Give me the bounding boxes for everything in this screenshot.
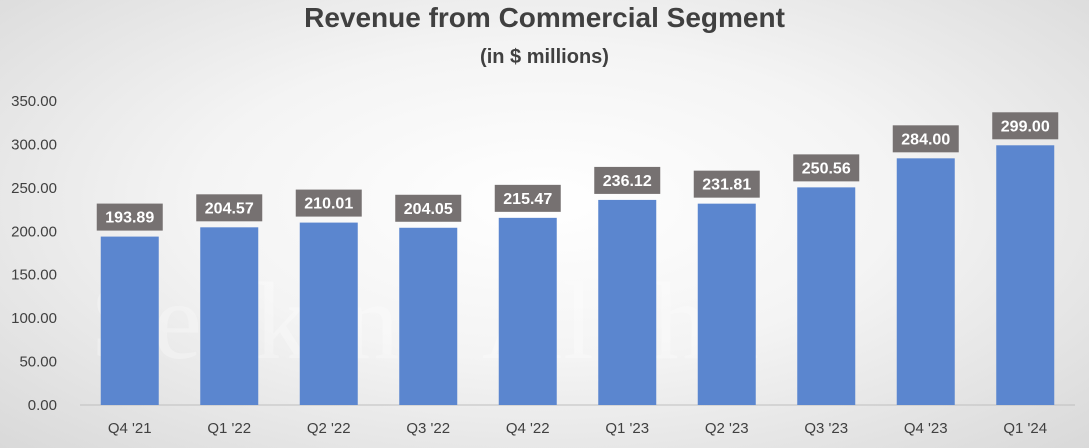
- data-label: 231.81: [702, 177, 751, 194]
- y-tick-label: 50.00: [19, 354, 57, 371]
- x-tick-label: Q3 '23: [804, 420, 848, 437]
- data-label-box: [793, 154, 860, 182]
- x-tick-label: Q1 '24: [1003, 420, 1047, 437]
- x-tick-label: Q4 '22: [506, 420, 550, 437]
- data-label-box: [992, 112, 1059, 140]
- data-label-box: [594, 166, 661, 194]
- y-tick-label: 100.00: [11, 310, 57, 327]
- data-label-box: [295, 189, 362, 217]
- data-label: 250.56: [802, 160, 851, 177]
- x-tick-label: Q4 '23: [904, 420, 948, 437]
- data-label: 299.00: [1001, 118, 1050, 135]
- bar: [598, 199, 657, 405]
- data-label: 193.89: [105, 210, 154, 227]
- bar: [697, 203, 756, 405]
- x-tick-label: Q4 '21: [108, 420, 152, 437]
- chart-title: Revenue from Commercial Segment: [304, 2, 785, 33]
- data-label-box: [395, 194, 462, 222]
- y-tick-label: 0.00: [28, 397, 57, 414]
- chart-subtitle: (in $ millions): [480, 46, 609, 68]
- bar: [100, 236, 159, 405]
- data-label: 204.05: [404, 201, 453, 218]
- data-label: 204.57: [205, 200, 254, 217]
- bar: [996, 145, 1055, 405]
- data-label-box: [196, 194, 263, 222]
- y-tick-label: 250.00: [11, 180, 57, 197]
- data-label: 210.01: [304, 196, 353, 213]
- bar: [200, 227, 259, 405]
- x-tick-label: Q3 '22: [406, 420, 450, 437]
- bar: [797, 187, 856, 405]
- y-tick-label: 300.00: [11, 136, 57, 153]
- y-tick-label: 350.00: [11, 93, 57, 110]
- data-label: 284.00: [901, 131, 950, 148]
- x-tick-label: Q1 '22: [207, 420, 251, 437]
- data-label: 236.12: [603, 173, 652, 190]
- bar: [399, 227, 458, 405]
- data-label-box: [96, 203, 163, 231]
- bar: [896, 158, 955, 405]
- y-tick-label: 200.00: [11, 223, 57, 240]
- bar: [299, 222, 358, 405]
- data-label-box: [693, 170, 760, 198]
- x-tick-label: Q1 '23: [605, 420, 649, 437]
- bar: [498, 217, 557, 405]
- y-tick-label: 150.00: [11, 267, 57, 284]
- data-label-box: [494, 184, 561, 212]
- data-label: 215.47: [503, 191, 552, 208]
- x-tick-label: Q2 '23: [705, 420, 749, 437]
- x-tick-label: Q2 '22: [307, 420, 351, 437]
- data-label-box: [892, 125, 959, 153]
